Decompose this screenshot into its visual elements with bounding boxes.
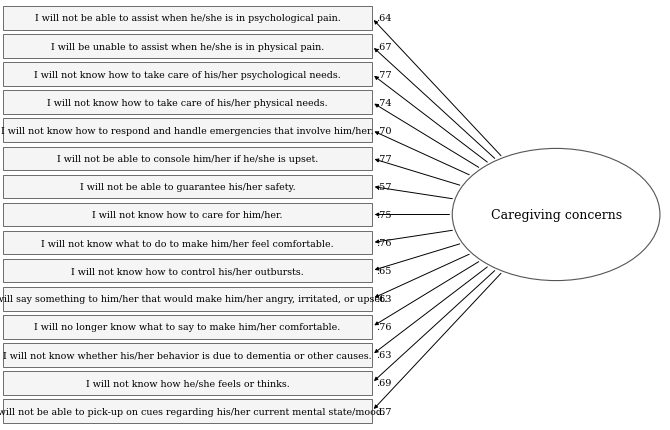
Text: .63: .63 (377, 295, 392, 304)
Text: .63: .63 (377, 350, 392, 359)
Text: .75: .75 (377, 211, 392, 219)
FancyBboxPatch shape (3, 315, 372, 339)
Text: Caregiving concerns: Caregiving concerns (490, 209, 622, 221)
FancyBboxPatch shape (3, 7, 372, 31)
Text: .76: .76 (377, 322, 392, 332)
Text: I will not know how to care for him/her.: I will not know how to care for him/her. (92, 211, 283, 219)
Text: I will not know how to respond and handle emergencies that involve him/her.: I will not know how to respond and handl… (1, 126, 374, 135)
Text: I will not be able to console him/her if he/she is upset.: I will not be able to console him/her if… (57, 154, 318, 163)
FancyBboxPatch shape (3, 147, 372, 171)
FancyBboxPatch shape (3, 119, 372, 143)
FancyBboxPatch shape (3, 287, 372, 311)
Text: I will not be able to pick-up on cues regarding his/her current mental state/moo: I will not be able to pick-up on cues re… (0, 407, 385, 415)
Text: I will say something to him/her that would make him/her angry, irritated, or ups: I will say something to him/her that wou… (0, 295, 387, 304)
FancyBboxPatch shape (3, 175, 372, 199)
Text: I will not know how to take care of his/her physical needs.: I will not know how to take care of his/… (48, 98, 328, 108)
Text: .70: .70 (377, 126, 392, 135)
FancyBboxPatch shape (3, 399, 372, 423)
FancyBboxPatch shape (3, 372, 372, 395)
Text: .64: .64 (377, 15, 392, 23)
FancyBboxPatch shape (3, 231, 372, 255)
Text: I will not know how to control his/her outbursts.: I will not know how to control his/her o… (71, 267, 304, 276)
FancyBboxPatch shape (3, 259, 372, 283)
Text: .77: .77 (377, 71, 392, 80)
FancyBboxPatch shape (3, 343, 372, 367)
Text: .74: .74 (377, 98, 392, 108)
Text: .67: .67 (377, 43, 392, 52)
FancyBboxPatch shape (3, 91, 372, 115)
Text: I will not know whether his/her behavior is due to dementia or other causes.: I will not know whether his/her behavior… (3, 350, 372, 359)
Text: .65: .65 (377, 267, 392, 276)
Text: I will be unable to assist when he/she is in physical pain.: I will be unable to assist when he/she i… (51, 43, 324, 52)
Text: .57: .57 (377, 182, 392, 191)
Text: .67: .67 (377, 407, 392, 415)
Text: I will no longer know what to say to make him/her comfortable.: I will no longer know what to say to mak… (34, 322, 341, 332)
Text: I will not be able to guarantee his/her safety.: I will not be able to guarantee his/her … (80, 182, 295, 191)
Text: I will not be able to assist when he/she is in psychological pain.: I will not be able to assist when he/she… (35, 15, 340, 23)
Text: .77: .77 (377, 154, 392, 163)
Text: .69: .69 (377, 378, 392, 387)
FancyBboxPatch shape (3, 35, 372, 58)
Text: I will not know how to take care of his/her psychological needs.: I will not know how to take care of his/… (34, 71, 341, 80)
FancyBboxPatch shape (3, 63, 372, 87)
FancyBboxPatch shape (3, 203, 372, 227)
Ellipse shape (452, 149, 660, 281)
Text: I will not know how he/she feels or thinks.: I will not know how he/she feels or thin… (86, 378, 289, 387)
Text: .76: .76 (377, 239, 392, 248)
Text: I will not know what to do to make him/her feel comfortable.: I will not know what to do to make him/h… (42, 239, 334, 248)
